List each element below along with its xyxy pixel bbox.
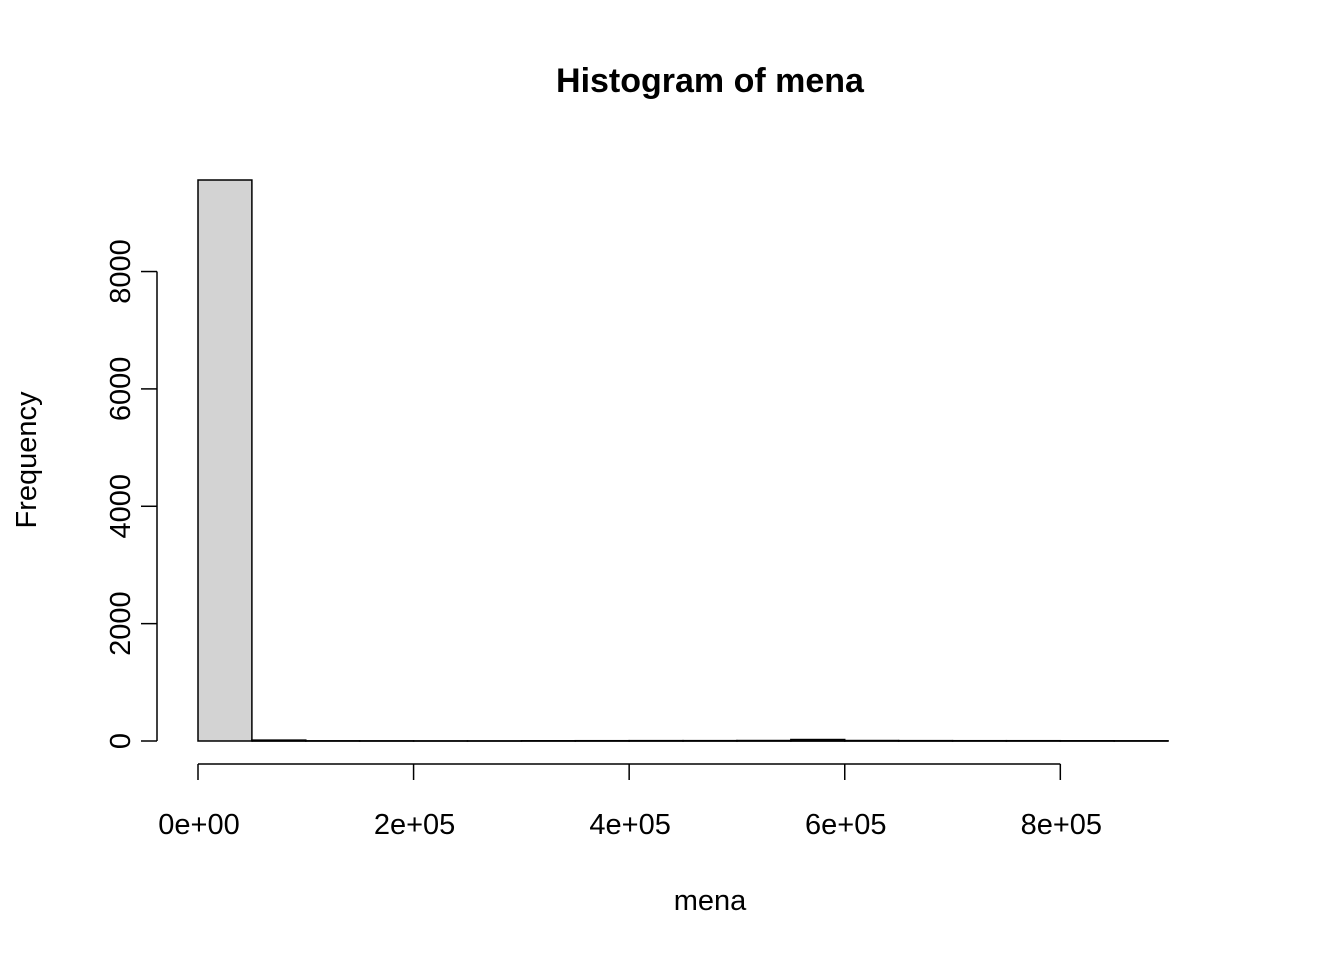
y-tick-label-0: 0 [105, 733, 137, 749]
histogram-bar-0 [197, 179, 253, 742]
x-axis-label: mena [674, 885, 747, 917]
y-tick-label-4: 8000 [105, 239, 137, 304]
y-tick-label-2: 4000 [105, 474, 137, 539]
y-tick-label-3: 6000 [105, 357, 137, 422]
x-axis: 0e+00 2e+05 4e+05 6e+05 8e+05 [158, 763, 1102, 841]
y-axis: 0 2000 4000 6000 8000 [105, 239, 158, 749]
x-tick-label-4: 8e+05 [1021, 809, 1102, 841]
x-tick-label-0: 0e+00 [158, 809, 239, 841]
x-tick-label-2: 4e+05 [589, 809, 670, 841]
bars-group [197, 179, 1169, 742]
chart-title: Histogram of mena [556, 62, 865, 100]
y-tick-label-1: 2000 [105, 591, 137, 656]
y-axis-label: Frequency [11, 391, 43, 529]
x-tick-label-3: 6e+05 [805, 809, 886, 841]
x-tick-label-1: 2e+05 [374, 809, 455, 841]
